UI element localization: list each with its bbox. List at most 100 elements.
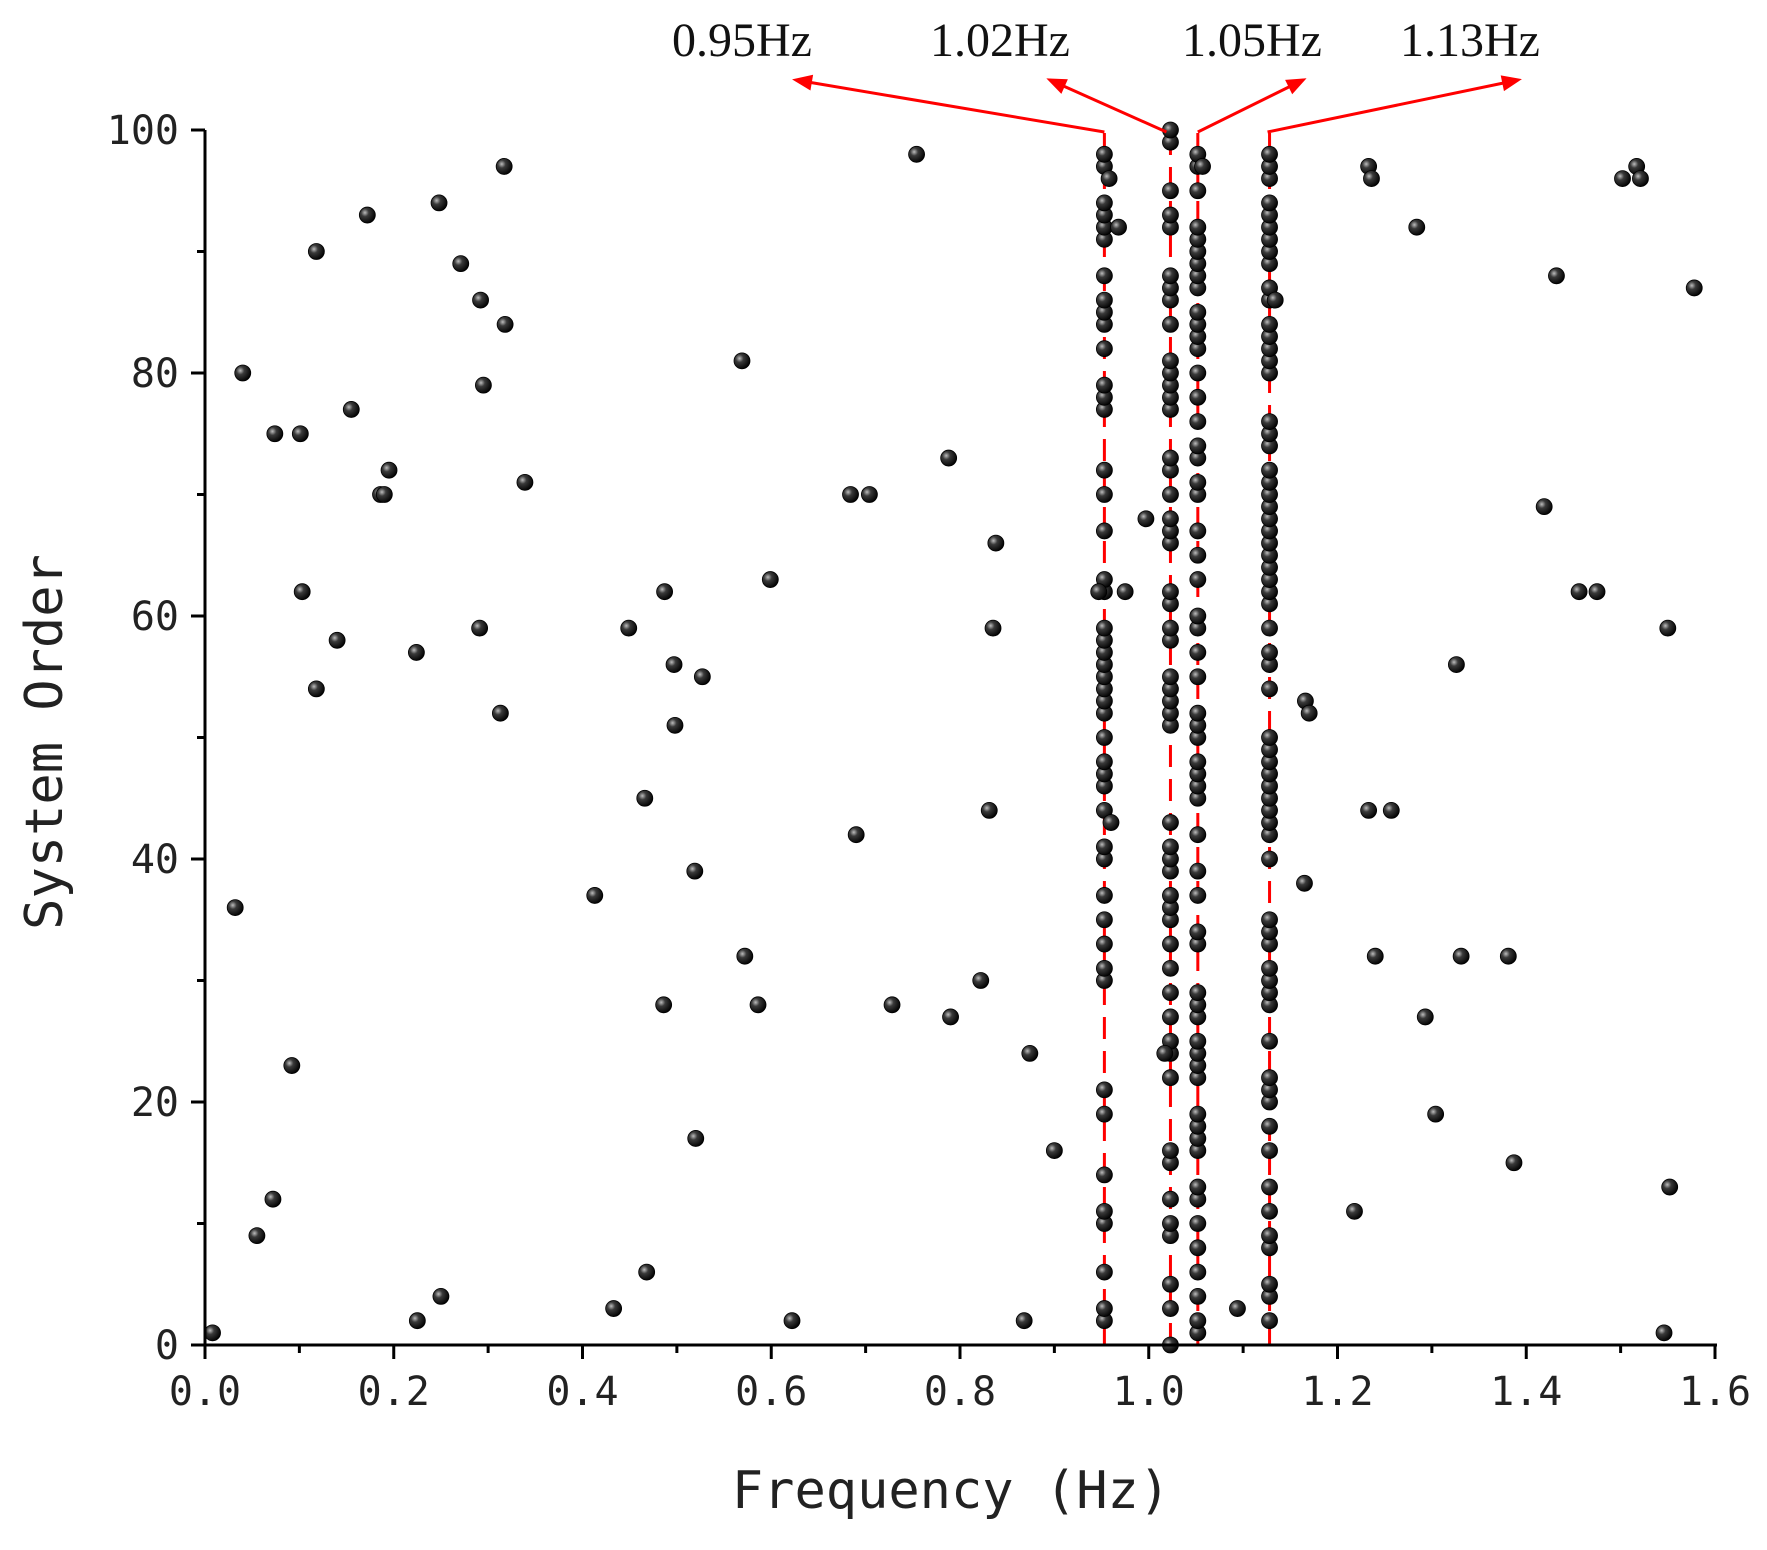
data-point	[1162, 182, 1179, 200]
data-point	[1162, 486, 1179, 503]
data-point	[1189, 303, 1207, 321]
data-point	[1261, 1178, 1278, 1196]
data-point	[1095, 145, 1113, 163]
data-point	[1162, 1069, 1179, 1087]
data-point	[1614, 170, 1631, 188]
data-point	[1095, 1202, 1113, 1220]
data-point	[407, 644, 425, 661]
data-point	[586, 887, 604, 904]
data-point	[430, 194, 448, 212]
data-point	[1162, 984, 1179, 1002]
data-point	[234, 364, 252, 382]
data-point	[1189, 984, 1207, 1002]
data-point	[1162, 1190, 1179, 1208]
data-point	[1162, 583, 1179, 601]
data-point	[638, 1263, 656, 1281]
annotation-arrowhead	[1500, 75, 1522, 92]
data-point	[1189, 1215, 1207, 1232]
data-point	[1189, 1263, 1207, 1281]
data-point	[1189, 1032, 1207, 1050]
data-point	[1162, 935, 1179, 953]
data-point	[1685, 279, 1703, 297]
data-point	[1162, 959, 1179, 977]
data-point	[1360, 802, 1378, 819]
data-point	[693, 668, 711, 686]
data-point	[475, 376, 492, 394]
data-point	[1266, 291, 1284, 309]
data-point	[1661, 1178, 1679, 1196]
data-point	[1366, 947, 1384, 965]
data-point	[1570, 583, 1588, 601]
data-point	[358, 206, 376, 224]
data-point	[1189, 218, 1207, 236]
data-point	[1659, 619, 1677, 637]
data-point	[1116, 583, 1134, 601]
data-point	[291, 425, 309, 443]
y-tick-label: 80	[131, 351, 179, 397]
data-point	[1296, 874, 1313, 892]
data-point	[1261, 850, 1278, 868]
data-point	[1095, 838, 1113, 856]
data-point	[1300, 704, 1318, 722]
data-point	[293, 583, 311, 601]
data-point	[1346, 1202, 1363, 1220]
data-point	[1261, 194, 1278, 212]
data-point	[1095, 1263, 1113, 1281]
data-point	[1189, 887, 1207, 904]
data-point	[471, 619, 489, 637]
data-point	[1162, 315, 1179, 333]
x-tick-label: 1.4	[1490, 1369, 1562, 1415]
data-point	[1162, 206, 1179, 224]
y-tick-label: 40	[131, 837, 179, 883]
data-point	[972, 972, 990, 989]
data-point	[1261, 315, 1278, 333]
data-point	[1162, 352, 1179, 370]
data-point	[686, 862, 704, 880]
data-point	[1162, 887, 1179, 904]
data-point	[226, 899, 244, 916]
data-point	[620, 619, 638, 637]
data-point	[1189, 607, 1207, 625]
data-point	[1189, 413, 1207, 431]
data-point	[1162, 1275, 1179, 1293]
data-point	[1261, 1275, 1278, 1293]
data-point	[266, 425, 284, 443]
data-point	[1162, 619, 1179, 637]
stable-frequency-label: 1.05Hz	[1182, 14, 1322, 67]
data-point	[432, 1288, 450, 1305]
x-tick-label: 0.8	[924, 1369, 996, 1415]
data-point	[1162, 668, 1179, 686]
data-point	[283, 1057, 301, 1074]
data-point	[1427, 1105, 1445, 1123]
x-tick-label: 0.6	[735, 1369, 807, 1415]
data-point	[1162, 1215, 1179, 1232]
data-point	[908, 145, 925, 163]
annotation-arrowhead	[1046, 78, 1068, 94]
data-point	[1229, 1300, 1246, 1317]
data-point	[980, 802, 998, 819]
x-tick-label: 0.0	[169, 1369, 241, 1415]
data-point	[1095, 194, 1113, 212]
data-point	[1095, 1300, 1113, 1317]
data-point	[1189, 1178, 1207, 1196]
data-point	[1189, 571, 1207, 588]
axes: 0.0 0.2 0.4 0.6 0.8 1.0 1.2 1.4 1.6 0 20 40 60 80 100	[107, 108, 1751, 1415]
data-point	[1189, 862, 1207, 880]
data-point	[1162, 267, 1179, 285]
data-point	[1189, 644, 1207, 661]
data-point	[1095, 522, 1113, 540]
data-point	[1189, 1288, 1207, 1305]
data-point	[1261, 413, 1278, 431]
data-point	[248, 1227, 266, 1245]
x-tick-label: 0.2	[358, 1369, 430, 1415]
data-point	[1548, 267, 1565, 285]
data-point	[666, 716, 684, 734]
data-point	[1632, 170, 1649, 188]
data-point	[987, 534, 1005, 552]
data-point	[842, 486, 859, 503]
data-point	[491, 704, 509, 722]
x-tick-label: 1.2	[1301, 1369, 1373, 1415]
data-point	[733, 352, 751, 370]
data-point	[1162, 814, 1179, 831]
data-point	[605, 1300, 623, 1317]
